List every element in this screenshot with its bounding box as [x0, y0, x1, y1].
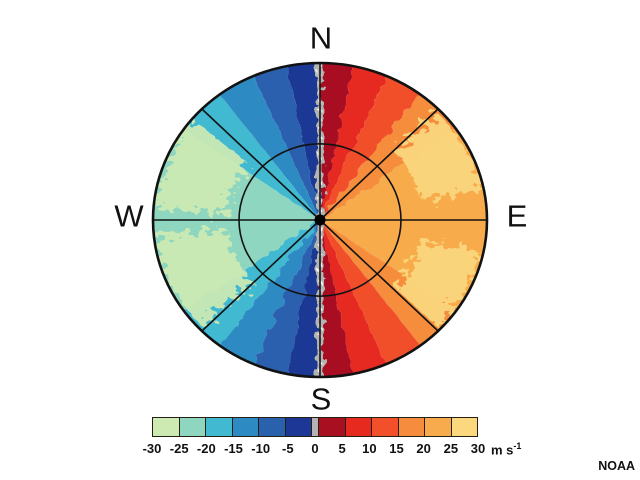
colorbar-tick: 25 — [443, 441, 459, 456]
colorbar-tick: -15 — [224, 441, 243, 456]
velocity-wedge-west — [153, 63, 320, 220]
velocity-wedge-east — [320, 63, 487, 377]
velocity-wedge-west — [232, 63, 320, 220]
unit-base: m s — [491, 442, 514, 458]
azimuth-spoke — [319, 219, 439, 332]
compass-label-south: S — [310, 381, 332, 417]
range-rings-and-spokes — [151, 61, 489, 379]
unit-exponent: -1 — [513, 441, 522, 451]
colorbar-cell — [397, 417, 425, 437]
colorbar-tick: -5 — [282, 441, 294, 456]
azimuth-spoke — [319, 108, 439, 221]
colorbar-cell — [205, 417, 233, 437]
colorbar-tick: 10 — [362, 441, 377, 456]
velocity-wedge-east — [320, 220, 487, 377]
noise-patch-max-inbound — [156, 121, 249, 214]
noise-patch-max-inbound — [157, 229, 253, 327]
colorbar-tick: -30 — [142, 441, 162, 456]
colorbar-unit-label: m s-1 — [491, 441, 521, 457]
compass-label-east: E — [506, 198, 528, 234]
velocity-wedge-west — [232, 220, 320, 377]
azimuth-spoke — [201, 219, 321, 332]
velocity-wedge-east — [320, 63, 408, 220]
compass-label-west: W — [114, 198, 144, 234]
colorbar-tick: 5 — [338, 441, 346, 456]
colorbar-cell — [318, 417, 346, 437]
colorbar-cell — [284, 417, 312, 437]
colorbar-cell — [258, 417, 286, 437]
colorbar-tick: 15 — [389, 441, 404, 456]
colorbar-cell — [344, 417, 372, 437]
velocity-wedge-east — [320, 220, 408, 377]
colorbar-cell — [424, 417, 452, 437]
credit-text: NOAA — [598, 459, 635, 473]
velocity-wedge-west — [153, 220, 320, 377]
colorbar-cell — [371, 417, 399, 437]
noise-patch-max-outbound — [394, 240, 481, 327]
colorbar-cell — [152, 417, 180, 437]
velocity-colorbar — [152, 417, 478, 437]
velocity-wedge-west — [153, 63, 320, 377]
colorbar-tick-labels: -30 -25 -20 -15 -10 -5 0 5 10 15 20 25 30 — [0, 441, 640, 457]
colorbar-tick: 30 — [470, 441, 486, 456]
colorbar-tick: 20 — [416, 441, 431, 456]
colorbar-cell — [450, 417, 478, 437]
colorbar-tick: -20 — [196, 441, 216, 456]
compass-label-north: N — [309, 20, 333, 56]
noise-patch-max-outbound — [394, 113, 481, 200]
colorbar-tick: -10 — [251, 441, 271, 456]
colorbar-tick: 0 — [311, 441, 319, 456]
colorbar-tick: -25 — [169, 441, 189, 456]
velocity-wedge-east — [320, 63, 487, 220]
velocity-wedge-east — [320, 220, 487, 377]
velocity-wedge-east — [320, 63, 487, 220]
velocity-wedge-west — [153, 63, 320, 220]
radar-center-dot — [314, 214, 326, 226]
velocity-noise-patches — [156, 113, 481, 327]
colorbar-cell — [231, 417, 259, 437]
azimuth-spoke — [201, 108, 321, 221]
velocity-wedge-west — [153, 220, 320, 377]
colorbar-cell — [178, 417, 206, 437]
